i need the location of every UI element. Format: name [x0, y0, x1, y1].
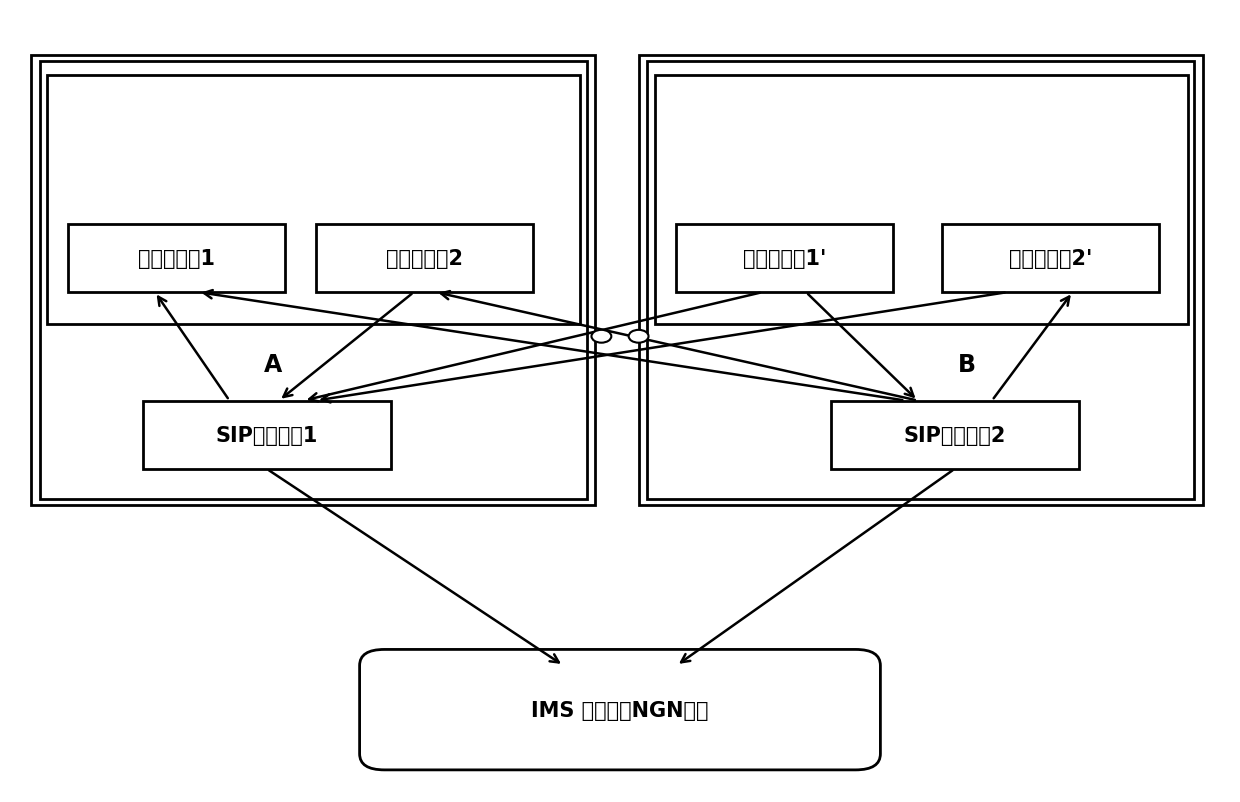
Bar: [676, 225, 893, 293]
Text: B: B: [959, 353, 976, 377]
Bar: [647, 62, 1194, 500]
Bar: [40, 62, 587, 500]
Text: SIP分发代理2: SIP分发代理2: [904, 425, 1006, 445]
Bar: [639, 56, 1203, 505]
Bar: [47, 76, 580, 325]
Circle shape: [629, 330, 649, 343]
FancyBboxPatch shape: [360, 650, 880, 770]
Bar: [655, 76, 1188, 325]
Text: IMS 网络或者NGN网络: IMS 网络或者NGN网络: [531, 700, 709, 719]
Circle shape: [591, 330, 611, 343]
Text: A: A: [264, 353, 281, 377]
Bar: [31, 56, 595, 505]
Bar: [942, 225, 1159, 293]
Bar: [143, 401, 391, 469]
Text: 应用服务器2': 应用服务器2': [1009, 249, 1092, 269]
Bar: [316, 225, 533, 293]
Text: SIP分发代理1: SIP分发代理1: [216, 425, 317, 445]
Text: 应用服务器1': 应用服务器1': [743, 249, 826, 269]
Text: 应用服务器1: 应用服务器1: [138, 249, 216, 269]
Bar: [68, 225, 285, 293]
Bar: [831, 401, 1079, 469]
Text: 应用服务器2: 应用服务器2: [386, 249, 464, 269]
